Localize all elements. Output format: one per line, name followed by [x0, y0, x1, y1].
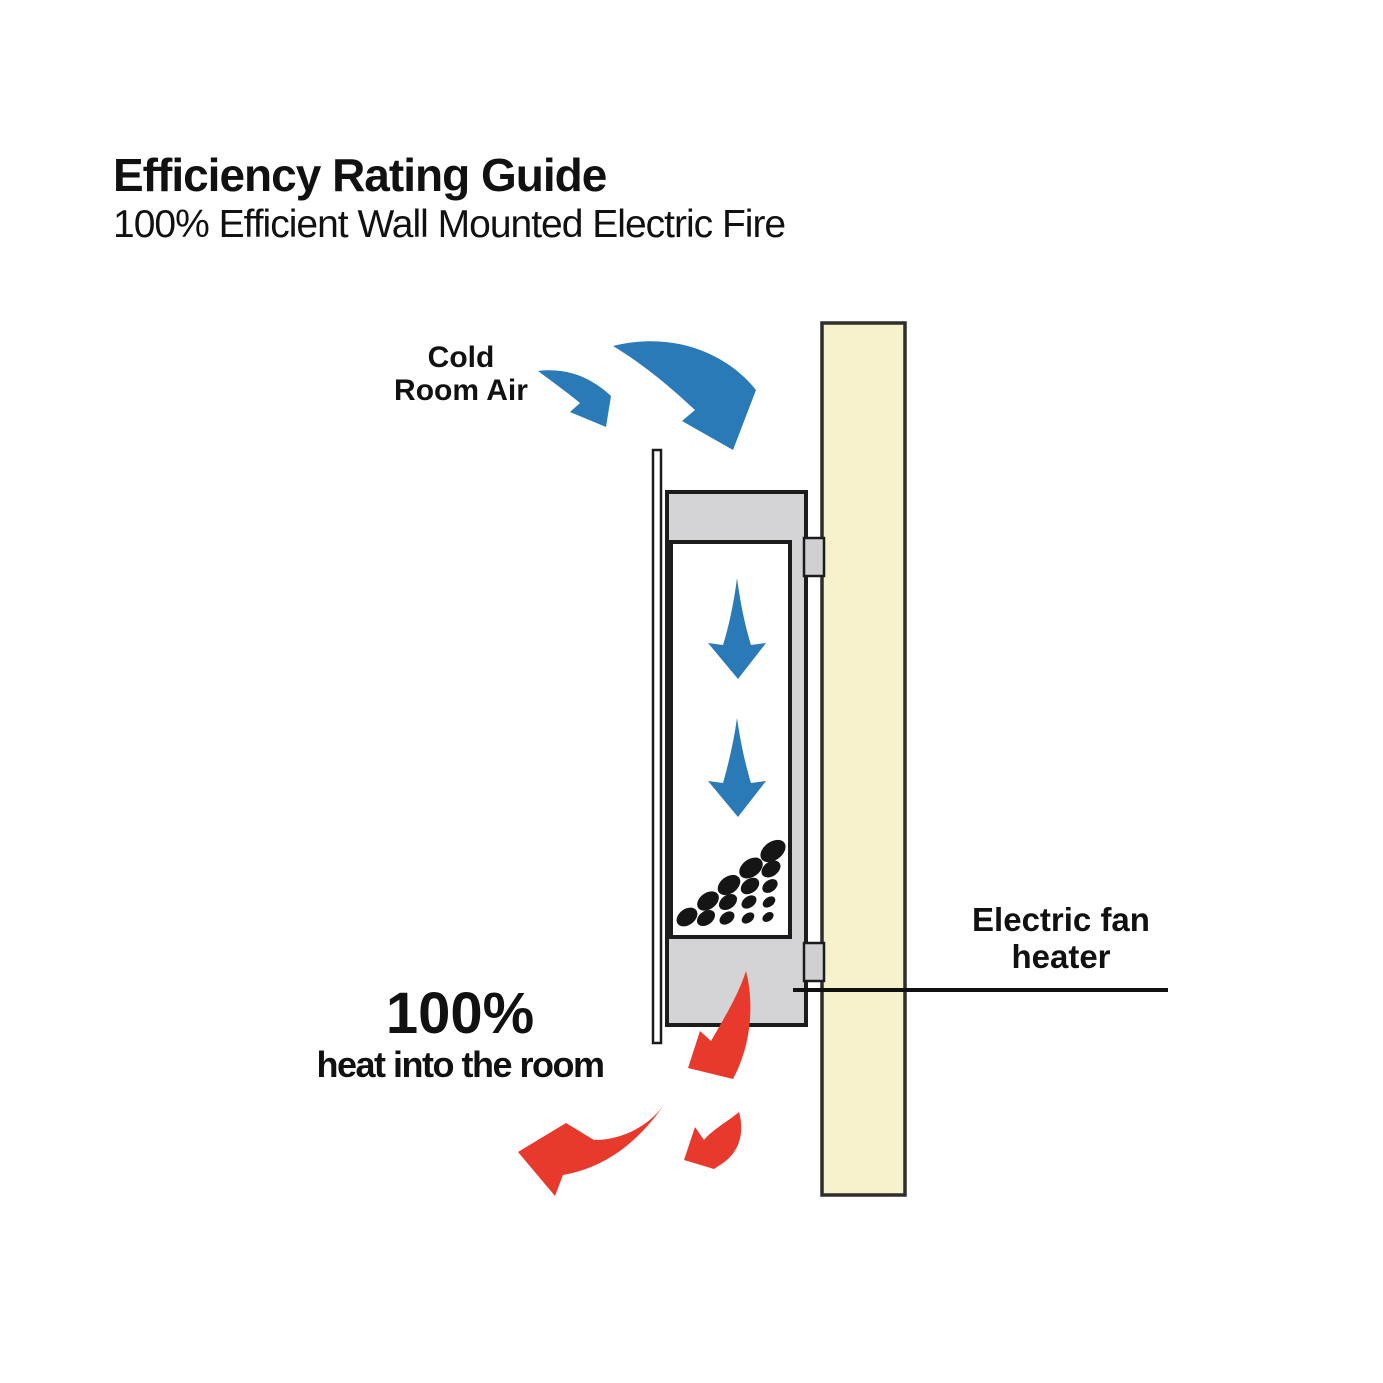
front-panel [651, 448, 663, 1045]
cold-air-arrow-large-icon [613, 341, 756, 450]
page-title: Efficiency Rating Guide [113, 149, 607, 201]
hot-air-arrow-small-icon [684, 1112, 742, 1169]
electric-fan-heater-line1: Electric fan [972, 901, 1150, 938]
airflow-down-arrow-1-icon [708, 578, 766, 679]
heating-element-icon [676, 839, 786, 927]
cold-room-air-line2: Room Air [394, 374, 528, 407]
hot-air-arrow-large-icon [518, 1102, 666, 1196]
electric-fan-heater-label: Electric fan heater [955, 901, 1167, 975]
electric-fan-heater-line2: heater [1011, 938, 1111, 975]
hot-air-arrow-exit-icon [688, 971, 751, 1079]
heat-percent-value: 100% [385, 981, 535, 1046]
cold-room-air-label: Cold Room Air [385, 341, 537, 407]
mounting-bracket-bottom [802, 941, 826, 983]
heat-percent-caption: heat into the room [316, 1044, 606, 1085]
mounting-bracket-top [802, 536, 826, 578]
cold-room-air-line1: Cold [427, 341, 495, 374]
heat-output-label: 100% heat into the room [300, 981, 620, 1085]
wall [820, 321, 907, 1197]
airflow-down-arrow-2-icon [708, 718, 766, 817]
page-subtitle: 100% Efficient Wall Mounted Electric Fir… [113, 203, 786, 246]
cold-air-arrow-small-icon [538, 370, 611, 427]
